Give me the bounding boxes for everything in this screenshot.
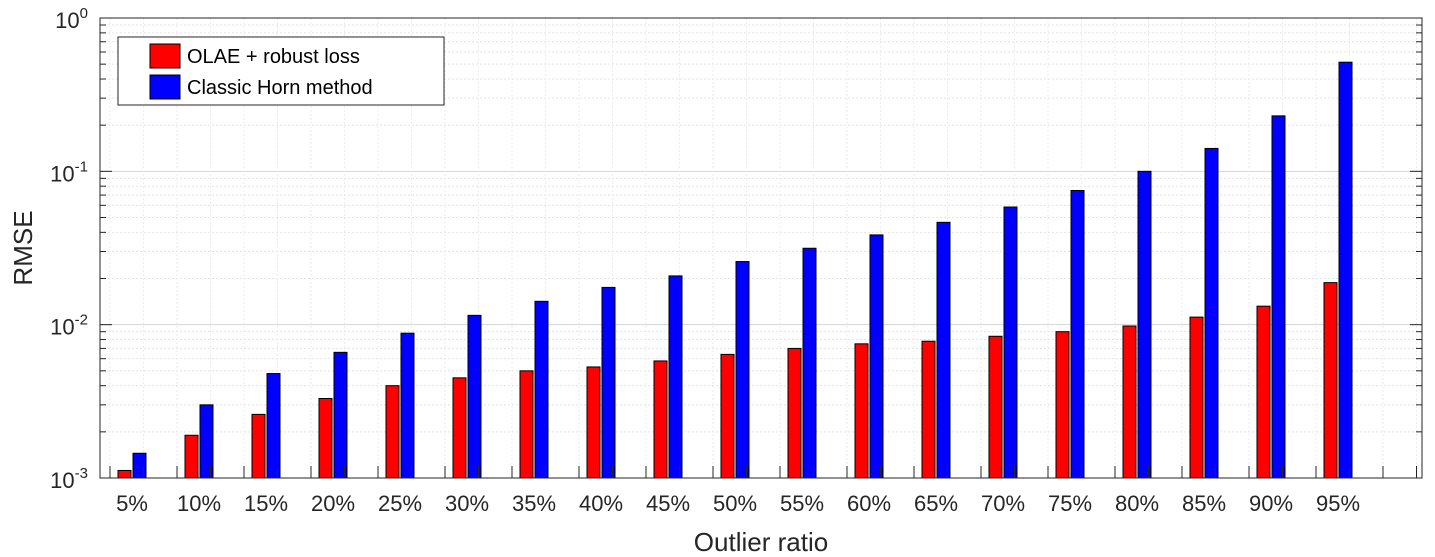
bar-olae-80pct bbox=[1122, 325, 1137, 479]
bar-olae-5pct bbox=[117, 469, 132, 479]
x-tick-label: 30% bbox=[445, 491, 489, 516]
bar-horn-40pct bbox=[601, 286, 616, 479]
x-tick-label: 85% bbox=[1182, 491, 1226, 516]
y-tick-label: 10-1 bbox=[50, 158, 88, 186]
x-tick-label: 75% bbox=[1048, 491, 1092, 516]
legend-swatch bbox=[149, 43, 181, 69]
bar-olae-75pct bbox=[1055, 331, 1070, 479]
y-tick-base: 10 bbox=[50, 315, 74, 340]
bar-horn-25pct bbox=[400, 332, 415, 479]
x-tick-label: 45% bbox=[646, 491, 690, 516]
bar-horn-80pct bbox=[1137, 170, 1152, 479]
x-tick-label: 95% bbox=[1316, 491, 1360, 516]
bar-olae-15pct bbox=[251, 413, 266, 479]
bar-horn-85pct bbox=[1204, 147, 1219, 479]
bar-horn-45pct bbox=[668, 275, 683, 479]
x-axis-title: Outlier ratio bbox=[694, 527, 828, 557]
bar-olae-65pct bbox=[921, 340, 936, 479]
bar-olae-55pct bbox=[787, 347, 802, 479]
y-tick-exponent: -2 bbox=[75, 312, 88, 329]
bar-horn-65pct bbox=[936, 221, 951, 479]
bar-horn-35pct bbox=[534, 300, 549, 479]
y-tick-label: 10-3 bbox=[50, 465, 88, 493]
bar-olae-90pct bbox=[1256, 305, 1271, 479]
y-tick-base: 10 bbox=[55, 8, 79, 33]
bar-horn-60pct bbox=[869, 234, 884, 479]
x-tick-label: 70% bbox=[981, 491, 1025, 516]
x-tick-label: 40% bbox=[579, 491, 623, 516]
bar-horn-95pct bbox=[1338, 61, 1353, 479]
bar-horn-10pct bbox=[199, 404, 214, 479]
bar-olae-50pct bbox=[720, 353, 735, 479]
bar-horn-50pct bbox=[735, 261, 750, 479]
bar-horn-30pct bbox=[467, 314, 482, 479]
bar-olae-95pct bbox=[1323, 282, 1338, 479]
x-tick-label: 10% bbox=[177, 491, 221, 516]
x-tick-label: 20% bbox=[311, 491, 355, 516]
bar-horn-5pct bbox=[132, 452, 147, 479]
bar-olae-45pct bbox=[653, 360, 668, 479]
bar-horn-55pct bbox=[802, 247, 817, 479]
bar-olae-20pct bbox=[318, 397, 333, 479]
grid-lines bbox=[100, 17, 1422, 479]
bars bbox=[117, 61, 1353, 479]
y-tick-base: 10 bbox=[50, 161, 74, 186]
y-tick-base: 10 bbox=[50, 468, 74, 493]
legend-label: OLAE + robust loss bbox=[187, 46, 360, 68]
legend-swatch bbox=[149, 74, 181, 100]
bar-horn-15pct bbox=[266, 373, 281, 479]
x-tick-label: 50% bbox=[713, 491, 757, 516]
y-tick-label: 10-2 bbox=[50, 312, 88, 340]
bar-olae-85pct bbox=[1189, 316, 1204, 479]
y-tick-exponent: -3 bbox=[75, 465, 88, 482]
bar-olae-40pct bbox=[586, 366, 601, 479]
x-tick-label: 60% bbox=[847, 491, 891, 516]
axes bbox=[99, 17, 1423, 479]
x-tick-labels: 5% 10% 15% 20% 25% 30% 35% 40% 45% 50% 55% 60% 65% 70… bbox=[116, 491, 1360, 516]
x-tick-label: 80% bbox=[1115, 491, 1159, 516]
x-tick-label: 65% bbox=[914, 491, 958, 516]
x-tick-label: 15% bbox=[244, 491, 288, 516]
bar-olae-10pct bbox=[184, 434, 199, 479]
y-axis-title: RMSE bbox=[8, 210, 38, 285]
bar-horn-75pct bbox=[1070, 189, 1085, 479]
x-tick-label: 55% bbox=[780, 491, 824, 516]
bar-horn-20pct bbox=[333, 351, 348, 479]
x-tick-label: 25% bbox=[378, 491, 422, 516]
x-tick-label: 5% bbox=[116, 491, 148, 516]
y-tick-exponent: 0 bbox=[80, 5, 88, 22]
bar-olae-30pct bbox=[452, 377, 467, 479]
bar-horn-70pct bbox=[1003, 206, 1018, 479]
legend-label: Classic Horn method bbox=[187, 77, 373, 99]
bar-horn-90pct bbox=[1271, 115, 1286, 479]
bar-olae-60pct bbox=[854, 343, 869, 479]
x-tick-label: 90% bbox=[1249, 491, 1293, 516]
bar-olae-70pct bbox=[988, 335, 1003, 479]
legend: OLAE + robust loss Classic Horn method bbox=[117, 36, 445, 106]
y-tick-label: 100 bbox=[55, 5, 88, 33]
bar-olae-25pct bbox=[385, 385, 400, 479]
y-tick-exponent: -1 bbox=[75, 158, 88, 175]
axes-box bbox=[99, 17, 1423, 479]
bar-olae-35pct bbox=[519, 370, 534, 479]
x-tick-label: 35% bbox=[512, 491, 556, 516]
